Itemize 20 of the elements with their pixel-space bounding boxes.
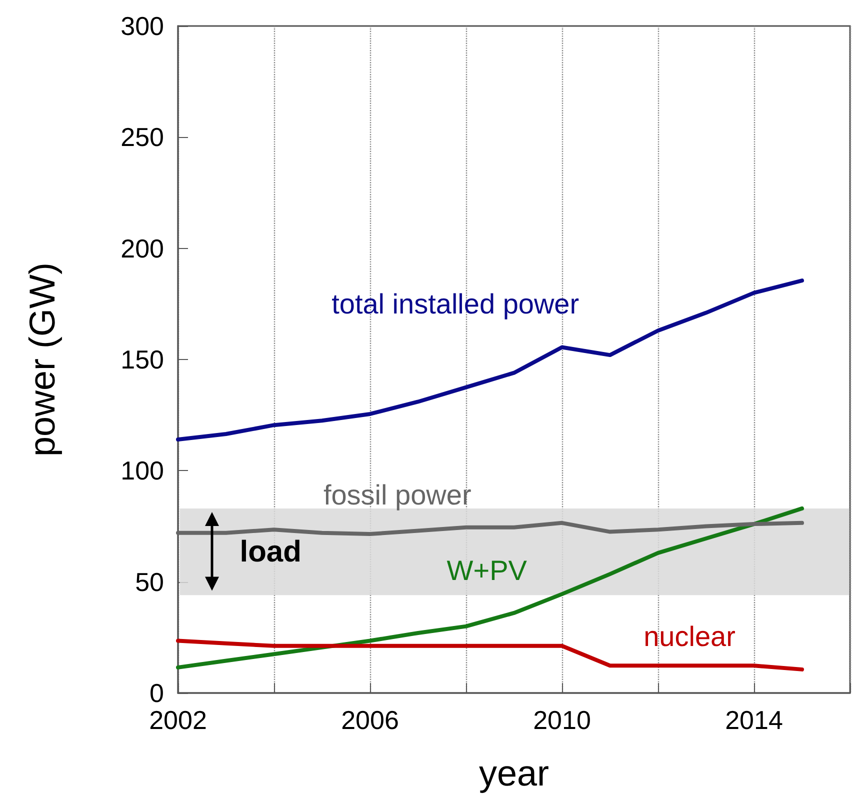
line-series <box>176 278 804 442</box>
x-tick-label: 2002 <box>149 705 207 735</box>
x-tick-label: 2010 <box>533 705 591 735</box>
line-series <box>176 520 804 536</box>
y-axis-title: power (GW) <box>22 262 62 457</box>
series-label: nuclear <box>644 620 736 652</box>
series-label: fossil power <box>323 480 472 511</box>
x-axis-title: year <box>478 752 550 794</box>
y-tick-label: 100 <box>120 456 164 486</box>
y-tick-label: 0 <box>150 678 164 708</box>
series-label: W+PV <box>446 555 528 586</box>
y-tick-label: 200 <box>120 233 164 264</box>
y-tick-label: 250 <box>120 122 164 152</box>
series-label: total installed power <box>332 288 580 320</box>
x-tick-label: 2006 <box>341 705 399 735</box>
band-label: load <box>240 535 302 568</box>
y-tick-label: 300 <box>120 11 164 41</box>
y-tick-label: 150 <box>120 344 164 374</box>
y-tick-label: 50 <box>135 566 164 597</box>
x-tick-label: 2014 <box>725 705 783 735</box>
